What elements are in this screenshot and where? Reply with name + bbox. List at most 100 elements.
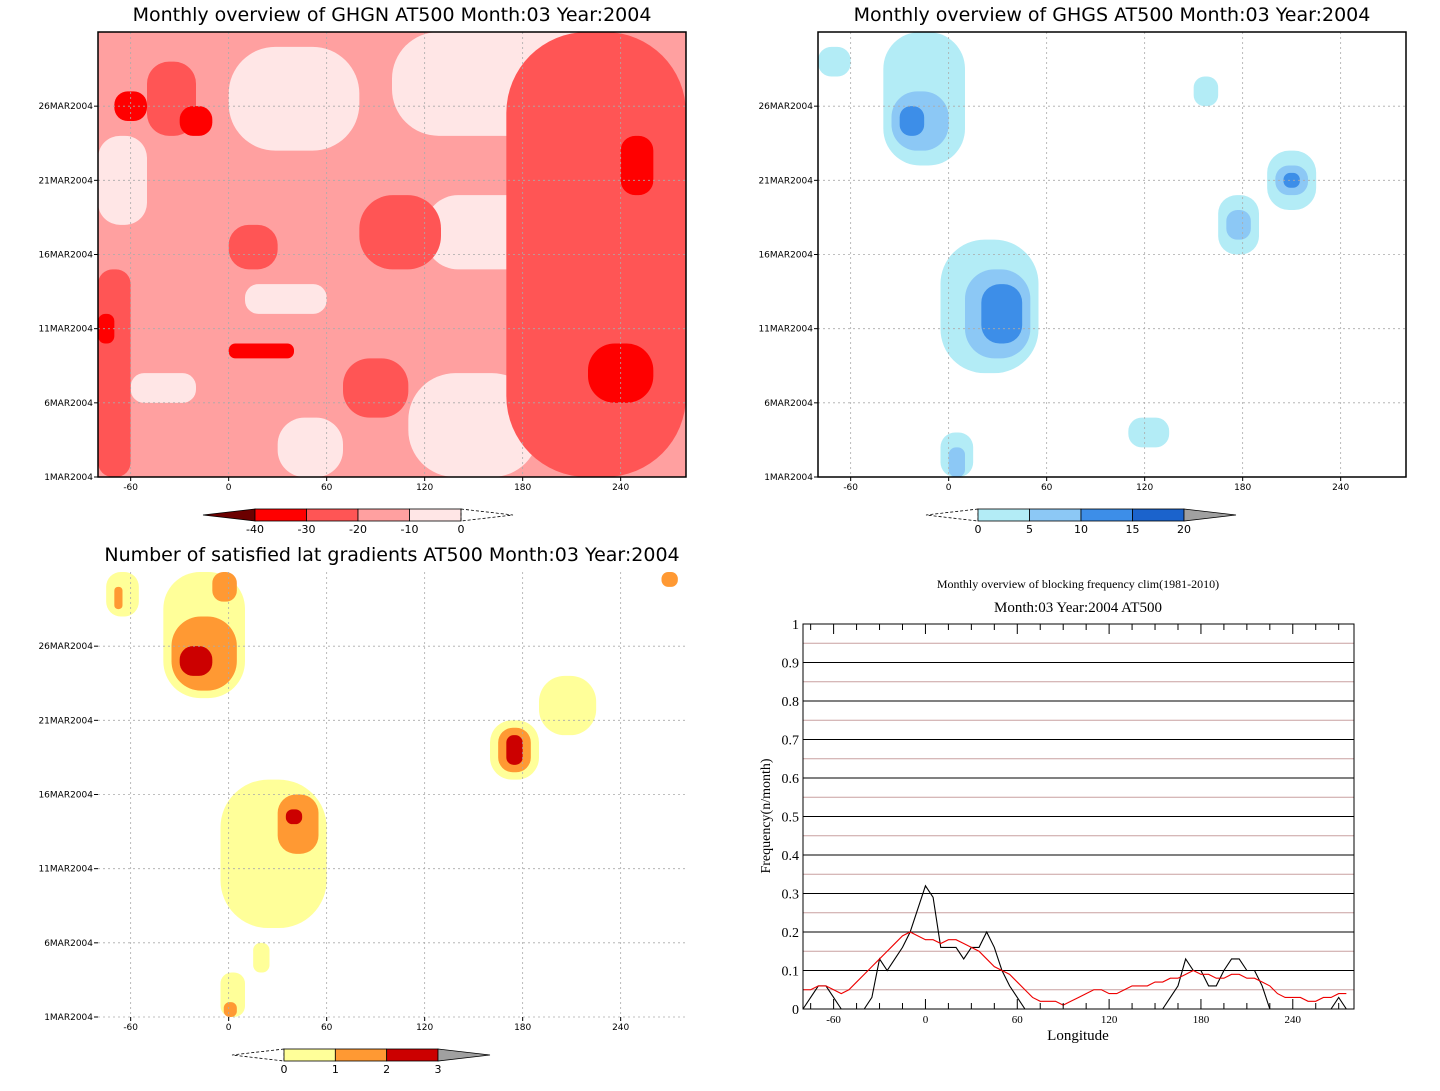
contour-region xyxy=(130,373,196,403)
colorbar-segment xyxy=(1080,508,1133,522)
blocking-title: Monthly overview of blocking frequency c… xyxy=(937,577,1219,591)
x-tick-label: 60 xyxy=(1012,1014,1024,1026)
y-tick-label: 11MAR2004 xyxy=(758,325,813,335)
lat-gradients-x-ticks: -60 0 60 120 180 240 xyxy=(123,1017,630,1033)
colorbar-segment xyxy=(283,1048,336,1062)
lat-gradients-y-ticks: 1MAR2004 6MAR2004 11MAR2004 16MAR2004 21MAR2… xyxy=(38,642,98,1023)
colorbar-segment xyxy=(254,508,307,522)
contour-region xyxy=(539,675,597,736)
y-tick-label: 0.3 xyxy=(782,888,800,903)
y-tick-label: 1MAR2004 xyxy=(44,1013,93,1023)
y-tick-label: 0.1 xyxy=(782,965,800,980)
colorbar-label: 15 xyxy=(1126,523,1140,536)
x-tick-label: 240 xyxy=(612,1023,629,1033)
y-tick-label: 26MAR2004 xyxy=(758,102,813,112)
blocking-series-lines xyxy=(802,884,1347,1010)
y-tick-label: 26MAR2004 xyxy=(38,102,93,112)
y-tick-label: 16MAR2004 xyxy=(758,251,813,261)
ghgs-contour-fill xyxy=(818,32,1317,477)
colorbar-segment xyxy=(357,508,410,522)
contour-region xyxy=(899,106,925,136)
colorbar-segment xyxy=(1029,508,1082,522)
contour-region xyxy=(277,794,319,854)
y-tick-label: 0.9 xyxy=(782,657,800,672)
x-tick-label: 240 xyxy=(612,483,629,493)
blocking-x-axis-label: Longitude xyxy=(1047,1028,1109,1044)
x-tick-label: 180 xyxy=(514,1023,531,1033)
colorbar-segment xyxy=(386,1048,439,1062)
x-tick-label: 0 xyxy=(226,1023,232,1033)
ghgn-contour-fill xyxy=(98,32,686,477)
blocking-subtitle: Month:03 Year:2004 AT500 xyxy=(994,600,1162,616)
y-tick-label: 1 xyxy=(792,618,799,633)
contour-region xyxy=(223,1002,237,1017)
contour-region xyxy=(277,417,343,477)
blocking-y-axis-label: Frequency(n/month) xyxy=(759,758,774,873)
ghgn-gridlines xyxy=(98,32,686,478)
colorbar-right-arrow xyxy=(1183,508,1237,522)
y-tick-label: 0.7 xyxy=(782,734,800,749)
x-tick-label: 240 xyxy=(1332,483,1349,493)
contour-region xyxy=(212,572,237,602)
y-tick-label: 21MAR2004 xyxy=(758,176,813,186)
y-tick-label: 0 xyxy=(792,1003,799,1018)
contour-region xyxy=(1193,76,1219,107)
y-tick-label: 16MAR2004 xyxy=(38,791,93,801)
blocking-plot-frame xyxy=(802,623,1355,1010)
contour-region xyxy=(228,224,278,270)
colorbar-right-arrow xyxy=(460,508,514,522)
colorbar-label: 0 xyxy=(281,1063,288,1076)
x-tick-label: -60 xyxy=(843,483,858,493)
colorbar-label: 20 xyxy=(1177,523,1191,536)
contour-region xyxy=(179,106,213,136)
y-tick-label: 0.4 xyxy=(782,849,800,864)
colorbar-label: -40 xyxy=(246,523,264,536)
y-tick-label: 6MAR2004 xyxy=(44,399,93,409)
colorbar-segment xyxy=(1132,508,1185,522)
contour-region xyxy=(620,135,654,196)
x-tick-label: 0 xyxy=(946,483,952,493)
blocking-frequency-panel: Monthly overview of blocking frequency c… xyxy=(759,577,1355,1044)
colorbar-segment xyxy=(334,1048,388,1062)
y-tick-label: 16MAR2004 xyxy=(38,251,93,261)
colorbar-label: 0 xyxy=(975,523,982,536)
contour-region xyxy=(1283,172,1300,188)
lat-gradients-title: Number of satisfied lat gradients AT500 … xyxy=(104,544,679,566)
ghgn-y-ticks: 1MAR2004 6MAR2004 11MAR2004 16MAR2004 21MAR2… xyxy=(38,102,98,483)
contour-region xyxy=(506,735,523,765)
contour-region xyxy=(408,373,539,477)
contour-region xyxy=(98,313,115,344)
y-tick-label: 0.5 xyxy=(782,811,800,826)
colorbar-left-arrow xyxy=(231,1048,285,1062)
lat-gradients-gridlines xyxy=(98,572,686,1018)
ghgn-x-ticks: -60 0 60 120 180 240 xyxy=(123,477,630,493)
x-tick-label: 120 xyxy=(416,483,433,493)
colorbar-label: 1 xyxy=(332,1063,339,1076)
contour-region xyxy=(285,809,303,825)
colorbar-label: 0 xyxy=(458,523,465,536)
y-tick-label: 26MAR2004 xyxy=(38,642,93,652)
colorbar-label: -20 xyxy=(349,523,367,536)
contour-region xyxy=(179,646,213,676)
contour-region xyxy=(98,269,131,477)
ghgs-heatmap-panel: Monthly overview of GHGS AT500 Month:03 … xyxy=(758,4,1407,536)
x-tick-label: 120 xyxy=(416,1023,433,1033)
ghgs-y-ticks: 1MAR2004 6MAR2004 11MAR2004 16MAR2004 21MAR2… xyxy=(758,102,818,483)
y-tick-label: 1MAR2004 xyxy=(764,473,813,483)
y-tick-label: 11MAR2004 xyxy=(38,325,93,335)
contour-region xyxy=(343,358,409,418)
y-tick-label: 1MAR2004 xyxy=(44,473,93,483)
colorbar-label: -10 xyxy=(401,523,419,536)
contour-region xyxy=(114,586,123,610)
y-tick-label: 0.2 xyxy=(782,926,800,941)
lat-gradients-colorbar: 0 1 2 3 xyxy=(231,1048,491,1076)
contour-region xyxy=(98,135,147,225)
colorbar-label: 3 xyxy=(435,1063,442,1076)
colorbar-left-arrow xyxy=(925,508,979,522)
contour-region xyxy=(661,572,678,587)
ghgn-colorbar: -40 -30 -20 -10 0 xyxy=(202,508,514,536)
contour-region xyxy=(114,91,147,121)
blocking-y-ticks: 0 0.1 0.2 0.3 0.4 0.5 0.6 0.7 0.8 0.9 1 xyxy=(782,618,800,1018)
colorbar-label: 10 xyxy=(1074,523,1088,536)
